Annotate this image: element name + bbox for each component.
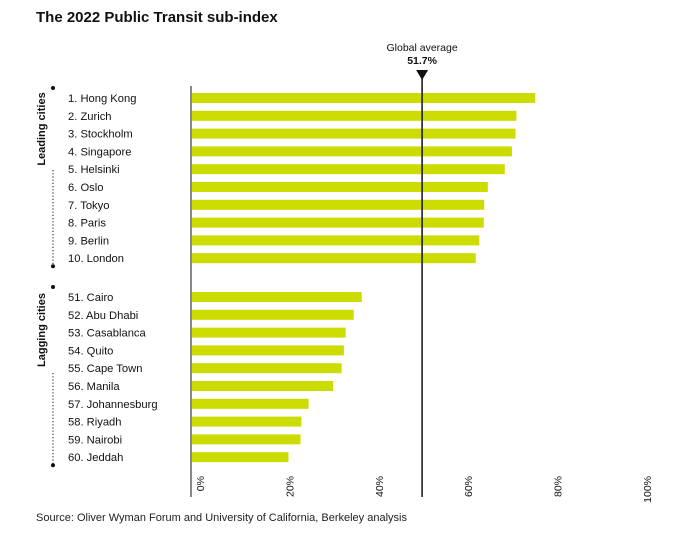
- bar: [191, 164, 505, 175]
- bar: [191, 182, 488, 192]
- bar: [191, 434, 301, 445]
- bar: [191, 398, 309, 409]
- category-label: 5. Helsinki: [68, 164, 120, 176]
- category-label: 54. Quito: [68, 345, 113, 357]
- bar: [191, 327, 346, 338]
- category-label: 58. Riyadh: [68, 417, 122, 429]
- group-label: Lagging cities: [36, 293, 48, 367]
- category-label: 8. Paris: [68, 218, 106, 230]
- category-label: 57. Johannesburg: [68, 399, 158, 411]
- source-note: Source: Oliver Wyman Forum and Universit…: [36, 512, 407, 524]
- category-label: 2. Zurich: [68, 111, 112, 123]
- bar: [191, 146, 512, 157]
- category-label: 1. Hong Kong: [68, 93, 136, 105]
- group-dot-top: [51, 86, 55, 90]
- groups-layer: Leading cities Lagging cities: [36, 86, 55, 468]
- category-label: 10. London: [68, 253, 124, 265]
- bar: [191, 452, 289, 463]
- bar: [191, 309, 354, 320]
- category-label: 59. Nairobi: [68, 434, 122, 446]
- category-label: 52. Abu Dhabi: [68, 310, 138, 322]
- x-tick-label: 20%: [284, 476, 296, 497]
- group-dot-bottom: [51, 264, 55, 269]
- bar: [191, 253, 476, 264]
- axis-layer: 0% 20% 40% 60% 80% 100%: [190, 86, 654, 503]
- bar: [191, 292, 362, 302]
- labels-layer: 1. Hong Kong 2. Zurich 3. Stockholm 4. Sing…: [68, 93, 158, 464]
- x-tick-label: 40%: [374, 476, 386, 497]
- bar: [191, 93, 536, 103]
- bar: [191, 416, 302, 427]
- bars-layer: [191, 93, 536, 463]
- bar: [191, 199, 485, 210]
- x-tick-label: 100%: [642, 476, 654, 503]
- reference-label: Global average: [386, 42, 457, 54]
- category-label: 6. Oslo: [68, 182, 103, 194]
- category-label: 55. Cape Town: [68, 363, 142, 375]
- bar: [191, 235, 480, 246]
- category-label: 53. Casablanca: [68, 328, 147, 340]
- category-label: 9. Berlin: [68, 235, 109, 247]
- category-label: 7. Tokyo: [68, 200, 109, 212]
- reference-marker: [416, 70, 429, 80]
- bar: [191, 217, 484, 228]
- bar: [191, 381, 334, 391]
- category-label: 3. Stockholm: [68, 129, 133, 141]
- bar: [191, 345, 344, 356]
- category-label: 4. Singapore: [68, 146, 131, 158]
- x-tick-label: 60%: [463, 476, 475, 497]
- group-dot-top: [51, 285, 55, 289]
- reference-value: 51.7%: [407, 55, 437, 67]
- x-tick-label: 0%: [195, 476, 207, 491]
- bar: [191, 363, 342, 374]
- category-label: 56. Manila: [68, 381, 120, 393]
- category-label: 51. Cairo: [68, 292, 113, 304]
- category-label: 60. Jeddah: [68, 452, 123, 464]
- group-dot-bottom: [51, 463, 55, 468]
- group-label: Leading cities: [36, 92, 48, 165]
- bar: [191, 128, 516, 139]
- bar: [191, 110, 517, 121]
- chart-title: The 2022 Public Transit sub-index: [36, 9, 278, 26]
- x-tick-label: 80%: [553, 476, 565, 497]
